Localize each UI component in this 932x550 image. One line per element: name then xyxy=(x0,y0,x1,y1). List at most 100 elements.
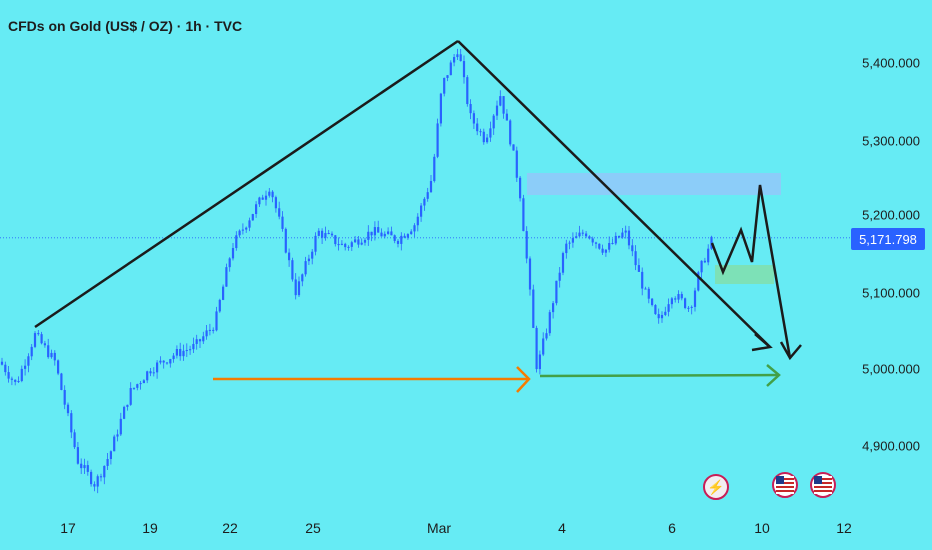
candle-body xyxy=(274,197,277,209)
candle-body xyxy=(627,230,631,246)
candle-body xyxy=(152,372,155,374)
candle-body xyxy=(268,191,271,196)
candle-body xyxy=(189,349,192,351)
lightning-icon[interactable]: ⚡ xyxy=(703,474,729,500)
candle-body xyxy=(304,261,307,275)
candle-body xyxy=(403,235,406,238)
x-tick-label: Mar xyxy=(426,520,452,536)
candle-body xyxy=(456,54,459,58)
x-tick-label: 22 xyxy=(222,520,238,536)
candle-body xyxy=(400,235,403,244)
candle-body xyxy=(47,345,50,358)
candle-body xyxy=(337,244,340,246)
candle-body xyxy=(324,232,327,238)
candle-body xyxy=(555,280,558,304)
candle-body xyxy=(317,230,320,236)
resistance-zone xyxy=(527,173,781,195)
candle-body xyxy=(63,389,66,405)
ascending-trendline xyxy=(34,39,459,329)
candle-body xyxy=(90,471,93,485)
candle-body xyxy=(156,362,159,373)
candle-body xyxy=(76,447,79,464)
candle-body xyxy=(489,128,492,138)
candle-body xyxy=(406,234,409,238)
candle-body xyxy=(519,177,522,199)
candle-body xyxy=(552,303,555,313)
candle-body xyxy=(486,137,489,143)
current-price-badge: 5,171.798 xyxy=(851,228,925,250)
candle-body xyxy=(241,229,244,231)
candle-body xyxy=(443,77,446,94)
candle-body xyxy=(172,355,175,360)
candle-body xyxy=(297,281,301,296)
candle-body xyxy=(228,258,231,268)
candle-body xyxy=(225,267,228,287)
candle-body xyxy=(357,239,360,245)
candle-body xyxy=(212,329,215,331)
candle-body xyxy=(495,105,499,116)
candle-body xyxy=(109,451,112,460)
candle-body xyxy=(60,373,63,390)
candle-body xyxy=(80,463,83,469)
candle-body xyxy=(393,235,396,241)
x-tick-label: 6 xyxy=(668,520,676,536)
candle-body xyxy=(624,230,627,233)
candle-body xyxy=(162,360,165,363)
candle-body xyxy=(43,343,46,346)
candle-body xyxy=(588,236,591,239)
candle-body xyxy=(637,265,640,272)
candle-body xyxy=(515,150,518,178)
candle-body xyxy=(657,314,660,319)
candle-body xyxy=(651,298,654,306)
candle-body xyxy=(169,359,172,364)
candle-body xyxy=(509,120,512,145)
candle-body xyxy=(367,231,370,240)
candle-body xyxy=(538,354,541,370)
candle-body xyxy=(581,232,584,234)
candle-body xyxy=(340,243,343,245)
candle-body xyxy=(690,306,693,308)
candle-body xyxy=(271,191,274,198)
projection-path xyxy=(710,184,792,359)
candle-body xyxy=(710,236,713,249)
candle-body xyxy=(667,304,670,312)
candle-body xyxy=(608,242,611,250)
candle-body xyxy=(344,243,347,248)
candle-body xyxy=(159,360,162,363)
candle-body xyxy=(542,338,545,355)
candle-body xyxy=(129,388,132,405)
green-arrowhead xyxy=(766,364,781,387)
candle-body xyxy=(370,231,373,236)
candle-body xyxy=(687,307,690,309)
candle-body xyxy=(7,372,10,379)
candle-body xyxy=(618,235,621,238)
candle-body xyxy=(238,230,241,236)
descending-trendline xyxy=(457,40,771,348)
candle-body xyxy=(14,379,17,382)
candle-body xyxy=(453,57,456,63)
candle-body xyxy=(106,459,109,466)
candle-body xyxy=(433,156,436,182)
us-flag-icon[interactable] xyxy=(810,472,836,498)
x-tick-label: 4 xyxy=(558,520,566,536)
candle-body xyxy=(0,361,4,365)
us-flag-icon xyxy=(776,476,794,494)
candle-body xyxy=(179,348,182,357)
candle-body xyxy=(83,465,86,469)
candle-body xyxy=(281,216,284,229)
candle-body xyxy=(258,197,261,205)
candle-body xyxy=(575,236,578,239)
candle-body xyxy=(126,404,129,407)
candle-body xyxy=(86,465,89,472)
candle-body xyxy=(215,311,218,331)
candle-body xyxy=(235,235,238,249)
candle-body xyxy=(680,294,683,299)
candle-body xyxy=(284,228,287,253)
us-flag-icon[interactable] xyxy=(772,472,798,498)
candle-body xyxy=(601,248,604,253)
candle-body xyxy=(512,144,515,151)
candle-body xyxy=(251,214,254,221)
candle-body xyxy=(479,131,482,133)
